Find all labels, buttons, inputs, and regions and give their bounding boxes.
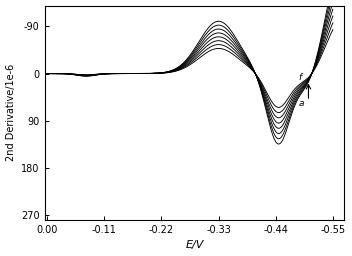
Text: a: a <box>298 99 304 109</box>
Text: f: f <box>298 73 302 82</box>
Y-axis label: 2nd Derivative/1e-6: 2nd Derivative/1e-6 <box>6 64 15 162</box>
X-axis label: E/V: E/V <box>185 240 203 250</box>
